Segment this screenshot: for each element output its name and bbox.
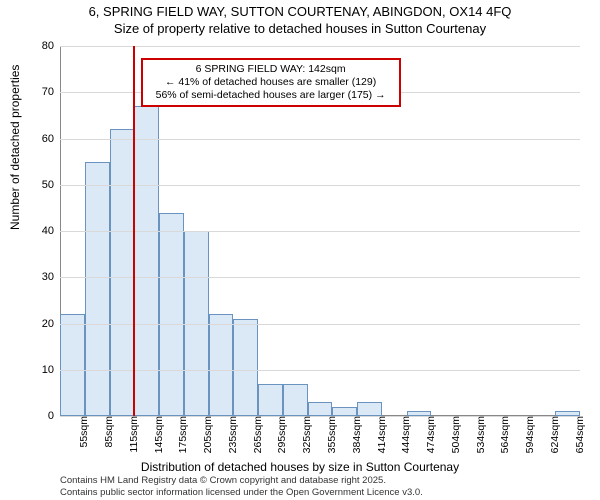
y-tick-label: 30: [30, 271, 60, 283]
x-tick-label: 414sqm: [374, 416, 388, 453]
x-tick-label: 444sqm: [398, 416, 412, 453]
x-tick-label: 85sqm: [101, 416, 115, 448]
plot-area: 0102030405060708055sqm85sqm115sqm145sqm1…: [60, 46, 580, 416]
y-tick-label: 20: [30, 318, 60, 330]
bar: [308, 402, 333, 416]
bar: [357, 402, 382, 416]
bar: [159, 213, 184, 417]
grid-line: [60, 370, 580, 371]
annotation-line: 6 SPRING FIELD WAY: 142sqm: [149, 63, 393, 76]
y-tick-label: 50: [30, 179, 60, 191]
grid-line: [60, 46, 580, 47]
x-tick-label: 55sqm: [76, 416, 90, 448]
y-tick-label: 40: [30, 225, 60, 237]
x-tick-label: 145sqm: [151, 416, 165, 453]
x-tick-label: 295sqm: [274, 416, 288, 453]
grid-line: [60, 185, 580, 186]
bar: [233, 319, 258, 416]
bar: [283, 384, 308, 416]
bar: [258, 384, 283, 416]
annotation-box: 6 SPRING FIELD WAY: 142sqm← 41% of detac…: [141, 58, 401, 107]
x-axis-label: Distribution of detached houses by size …: [0, 460, 600, 474]
title-line-1: 6, SPRING FIELD WAY, SUTTON COURTENAY, A…: [0, 4, 600, 21]
grid-line: [60, 324, 580, 325]
attribution-line-2: Contains public sector information licen…: [60, 487, 423, 498]
bar: [60, 314, 85, 416]
attribution-line-1: Contains HM Land Registry data © Crown c…: [60, 475, 423, 486]
x-tick-label: 115sqm: [126, 416, 140, 453]
y-tick-label: 0: [30, 410, 60, 422]
annotation-line: ← 41% of detached houses are smaller (12…: [149, 76, 393, 89]
annotation-line: 56% of semi-detached houses are larger (…: [149, 89, 393, 102]
x-tick-label: 355sqm: [324, 416, 338, 453]
bar: [85, 162, 110, 416]
x-tick-label: 534sqm: [473, 416, 487, 453]
grid-line: [60, 277, 580, 278]
title-line-2: Size of property relative to detached ho…: [0, 21, 600, 38]
x-tick-label: 654sqm: [572, 416, 586, 453]
x-tick-label: 205sqm: [200, 416, 214, 453]
bar: [332, 407, 357, 416]
x-tick-label: 504sqm: [448, 416, 462, 453]
property-marker-line: [133, 46, 135, 416]
x-tick-label: 564sqm: [497, 416, 511, 453]
grid-line: [60, 231, 580, 232]
chart-title-block: 6, SPRING FIELD WAY, SUTTON COURTENAY, A…: [0, 0, 600, 38]
y-tick-label: 10: [30, 364, 60, 376]
x-tick-label: 384sqm: [349, 416, 363, 453]
y-tick-label: 60: [30, 133, 60, 145]
x-tick-label: 624sqm: [547, 416, 561, 453]
y-axis-label: Number of detached properties: [8, 65, 22, 230]
x-tick-label: 235sqm: [225, 416, 239, 453]
x-tick-label: 175sqm: [175, 416, 189, 453]
x-tick-label: 594sqm: [522, 416, 536, 453]
attribution: Contains HM Land Registry data © Crown c…: [60, 475, 423, 498]
x-tick-label: 325sqm: [299, 416, 313, 453]
bar: [209, 314, 234, 416]
x-tick-label: 474sqm: [423, 416, 437, 453]
y-tick-label: 80: [30, 40, 60, 52]
bar: [110, 129, 135, 416]
y-tick-label: 70: [30, 86, 60, 98]
x-tick-label: 265sqm: [250, 416, 264, 453]
grid-line: [60, 139, 580, 140]
